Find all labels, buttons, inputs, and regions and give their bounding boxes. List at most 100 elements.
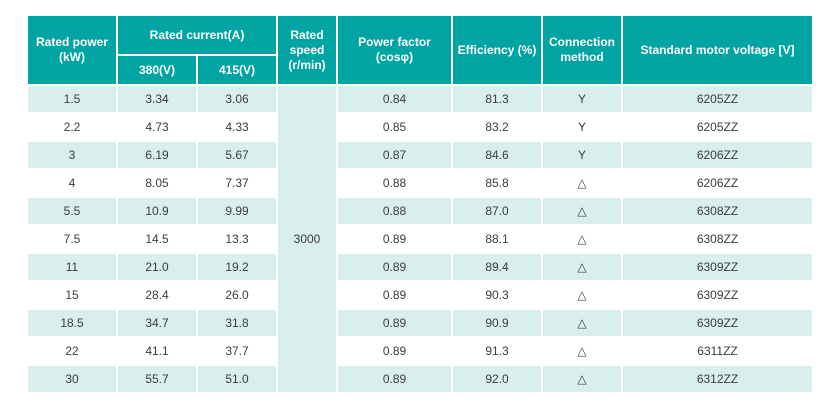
cell-efficiency: 90.3 — [451, 280, 543, 310]
cell-rated-power: 5.5 — [26, 196, 118, 226]
cell-power-factor: 0.88 — [336, 168, 453, 198]
cell-current-415: 31.8 — [196, 308, 278, 338]
header-current-380v: 380(V) — [116, 54, 198, 86]
header-row-top: Rated power (kW) Rated current(A) Rated … — [26, 14, 814, 86]
header-rated-current: Rated current(A) — [116, 14, 278, 56]
table-row: 3 6.19 5.67 0.87 84.6 Y 6206ZZ — [26, 140, 814, 170]
header-rated-power: Rated power (kW) — [26, 14, 118, 86]
motor-spec-table: Rated power (kW) Rated current(A) Rated … — [26, 14, 814, 394]
header-power-factor: Power factor (cosφ) — [336, 14, 453, 86]
header-efficiency: Efficiency (%) — [451, 14, 543, 86]
header-row-sub: 380(V) 415(V) — [27, 54, 813, 86]
cell-rated-power: 30 — [26, 364, 118, 394]
table-row: 15 28.4 26.0 0.89 90.3 △ 6309ZZ — [26, 280, 814, 310]
cell-current-415: 13.3 — [196, 224, 278, 254]
cell-connection-method: △ — [541, 252, 623, 282]
cell-efficiency: 90.9 — [451, 308, 543, 338]
header-motor-voltage: Standard motor voltage [V] — [621, 14, 814, 86]
cell-current-380: 21.0 — [116, 252, 198, 282]
cell-current-415: 26.0 — [196, 280, 278, 310]
cell-motor-voltage: 6308ZZ — [621, 196, 814, 226]
cell-connection-method: △ — [541, 168, 623, 198]
cell-efficiency: 91.3 — [451, 336, 543, 366]
cell-rated-power: 22 — [26, 336, 118, 366]
table-row: 7.5 14.5 13.3 0.89 88.1 △ 6308ZZ — [26, 224, 814, 254]
header-connection-method: Connection method — [541, 14, 623, 86]
cell-motor-voltage: 6206ZZ — [621, 168, 814, 198]
cell-motor-voltage: 6206ZZ — [621, 140, 814, 170]
cell-connection-method: △ — [541, 196, 623, 226]
cell-current-380: 28.4 — [116, 280, 198, 310]
table-body: 1.5 3.34 3.06 3000 0.84 81.3 Y 6205ZZ 2.2 4.73 4.3… — [26, 84, 814, 394]
cell-current-380: 10.9 — [116, 196, 198, 226]
cell-power-factor: 0.89 — [336, 252, 453, 282]
cell-power-factor: 0.89 — [336, 280, 453, 310]
cell-efficiency: 85.8 — [451, 168, 543, 198]
cell-power-factor: 0.89 — [336, 336, 453, 366]
cell-motor-voltage: 6311ZZ — [621, 336, 814, 366]
cell-efficiency: 92.0 — [451, 364, 543, 394]
cell-motor-voltage: 6308ZZ — [621, 224, 814, 254]
cell-current-380: 4.73 — [116, 112, 198, 142]
cell-efficiency: 81.3 — [451, 84, 543, 114]
cell-rated-power: 2.2 — [26, 112, 118, 142]
cell-current-380: 14.5 — [116, 224, 198, 254]
cell-power-factor: 0.84 — [336, 84, 453, 114]
cell-power-factor: 0.88 — [336, 196, 453, 226]
cell-rated-power: 1.5 — [26, 84, 118, 114]
cell-motor-voltage: 6309ZZ — [621, 308, 814, 338]
cell-current-415: 7.37 — [196, 168, 278, 198]
cell-current-415: 5.67 — [196, 140, 278, 170]
table-row: 18.5 34.7 31.8 0.89 90.9 △ 6309ZZ — [26, 308, 814, 338]
cell-connection-method: △ — [541, 364, 623, 394]
cell-rated-power: 11 — [26, 252, 118, 282]
table-row: 11 21.0 19.2 0.89 89.4 △ 6309ZZ — [26, 252, 814, 282]
cell-connection-method: Y — [541, 140, 623, 170]
cell-power-factor: 0.89 — [336, 308, 453, 338]
table-row: 1.5 3.34 3.06 3000 0.84 81.3 Y 6205ZZ — [26, 84, 814, 394]
cell-power-factor: 0.89 — [336, 224, 453, 254]
cell-connection-method: △ — [541, 224, 623, 254]
cell-current-380: 8.05 — [116, 168, 198, 198]
cell-current-380: 41.1 — [116, 336, 198, 366]
cell-current-415: 3.06 — [196, 84, 278, 114]
table-row: 22 41.1 37.7 0.89 91.3 △ 6311ZZ — [26, 336, 814, 366]
cell-motor-voltage: 6205ZZ — [621, 112, 814, 142]
cell-rated-power: 3 — [26, 140, 118, 170]
cell-connection-method: △ — [541, 336, 623, 366]
cell-rated-power: 7.5 — [26, 224, 118, 254]
cell-power-factor: 0.89 — [336, 364, 453, 394]
cell-connection-method: Y — [541, 112, 623, 142]
cell-connection-method: Y — [541, 84, 623, 114]
cell-efficiency: 88.1 — [451, 224, 543, 254]
table-row: 4 8.05 7.37 0.88 85.8 △ 6206ZZ — [26, 168, 814, 198]
cell-efficiency: 89.4 — [451, 252, 543, 282]
cell-current-415: 19.2 — [196, 252, 278, 282]
header-current-415v: 415(V) — [196, 54, 278, 86]
cell-efficiency: 83.2 — [451, 112, 543, 142]
cell-motor-voltage: 6312ZZ — [621, 364, 814, 394]
cell-power-factor: 0.87 — [336, 140, 453, 170]
table-row: 5.5 10.9 9.99 0.88 87.0 △ 6308ZZ — [26, 196, 814, 226]
cell-current-380: 34.7 — [116, 308, 198, 338]
cell-current-380: 3.34 — [116, 84, 198, 114]
cell-efficiency: 87.0 — [451, 196, 543, 226]
cell-current-415: 9.99 — [196, 196, 278, 226]
cell-rated-power: 18.5 — [26, 308, 118, 338]
table-row: 2.2 4.73 4.33 0.85 83.2 Y 6205ZZ — [26, 112, 814, 142]
cell-current-380: 55.7 — [116, 364, 198, 394]
header-rated-speed: Rated speed (r/min) — [276, 14, 338, 86]
cell-rated-power: 15 — [26, 280, 118, 310]
cell-connection-method: △ — [541, 308, 623, 338]
cell-current-415: 4.33 — [196, 112, 278, 142]
cell-current-415: 37.7 — [196, 336, 278, 366]
table-row: 30 55.7 51.0 0.89 92.0 △ 6312ZZ — [26, 364, 814, 394]
cell-current-380: 6.19 — [116, 140, 198, 170]
cell-connection-method: △ — [541, 280, 623, 310]
cell-rated-speed: 3000 — [276, 84, 338, 394]
cell-motor-voltage: 6309ZZ — [621, 252, 814, 282]
table-header: Rated power (kW) Rated current(A) Rated … — [26, 14, 814, 86]
cell-motor-voltage: 6309ZZ — [621, 280, 814, 310]
cell-motor-voltage: 6205ZZ — [621, 84, 814, 114]
